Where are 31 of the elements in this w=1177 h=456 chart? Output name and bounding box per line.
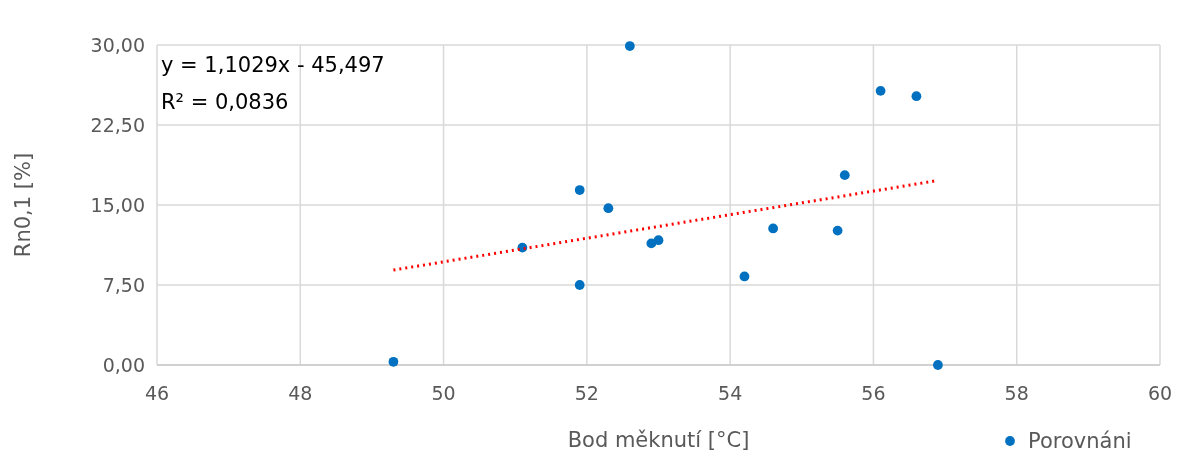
point [653,235,664,246]
legend-label: Porovnáni [1028,429,1132,454]
y-tick-label: 22,50 [90,113,145,136]
x-tick-label: 50 [431,382,456,404]
y-axis-title: Rn0,1 [%] [11,152,35,258]
point [574,280,585,290]
x-axis-title: Bod měknutí [°C] [567,428,750,452]
x-tick-label: 56 [861,382,886,404]
annotation: y = 1,1029x - 45,497 [161,53,385,77]
point [768,223,779,234]
point [739,271,750,282]
x-tick-label: 52 [574,382,599,404]
point [624,41,635,51]
point [832,225,843,236]
annotation: R² = 0,0836 [161,90,289,114]
y-tick-label: 0,00 [102,353,145,376]
y-tick-label: 7,50 [102,273,145,296]
x-tick-label: 46 [144,382,170,404]
point [574,185,585,195]
y-tick-label: 15,00 [90,193,145,216]
point [603,203,614,214]
point [875,85,886,96]
point [933,360,943,370]
x-tick-label: 54 [718,382,743,404]
x-tick-label: 60 [1147,382,1173,404]
point [388,356,399,367]
point [911,91,922,102]
point [839,170,850,181]
x-tick-label: 58 [1004,382,1029,404]
y-tick-label: 30,00 [90,33,145,56]
x-tick-label: 48 [288,382,313,404]
